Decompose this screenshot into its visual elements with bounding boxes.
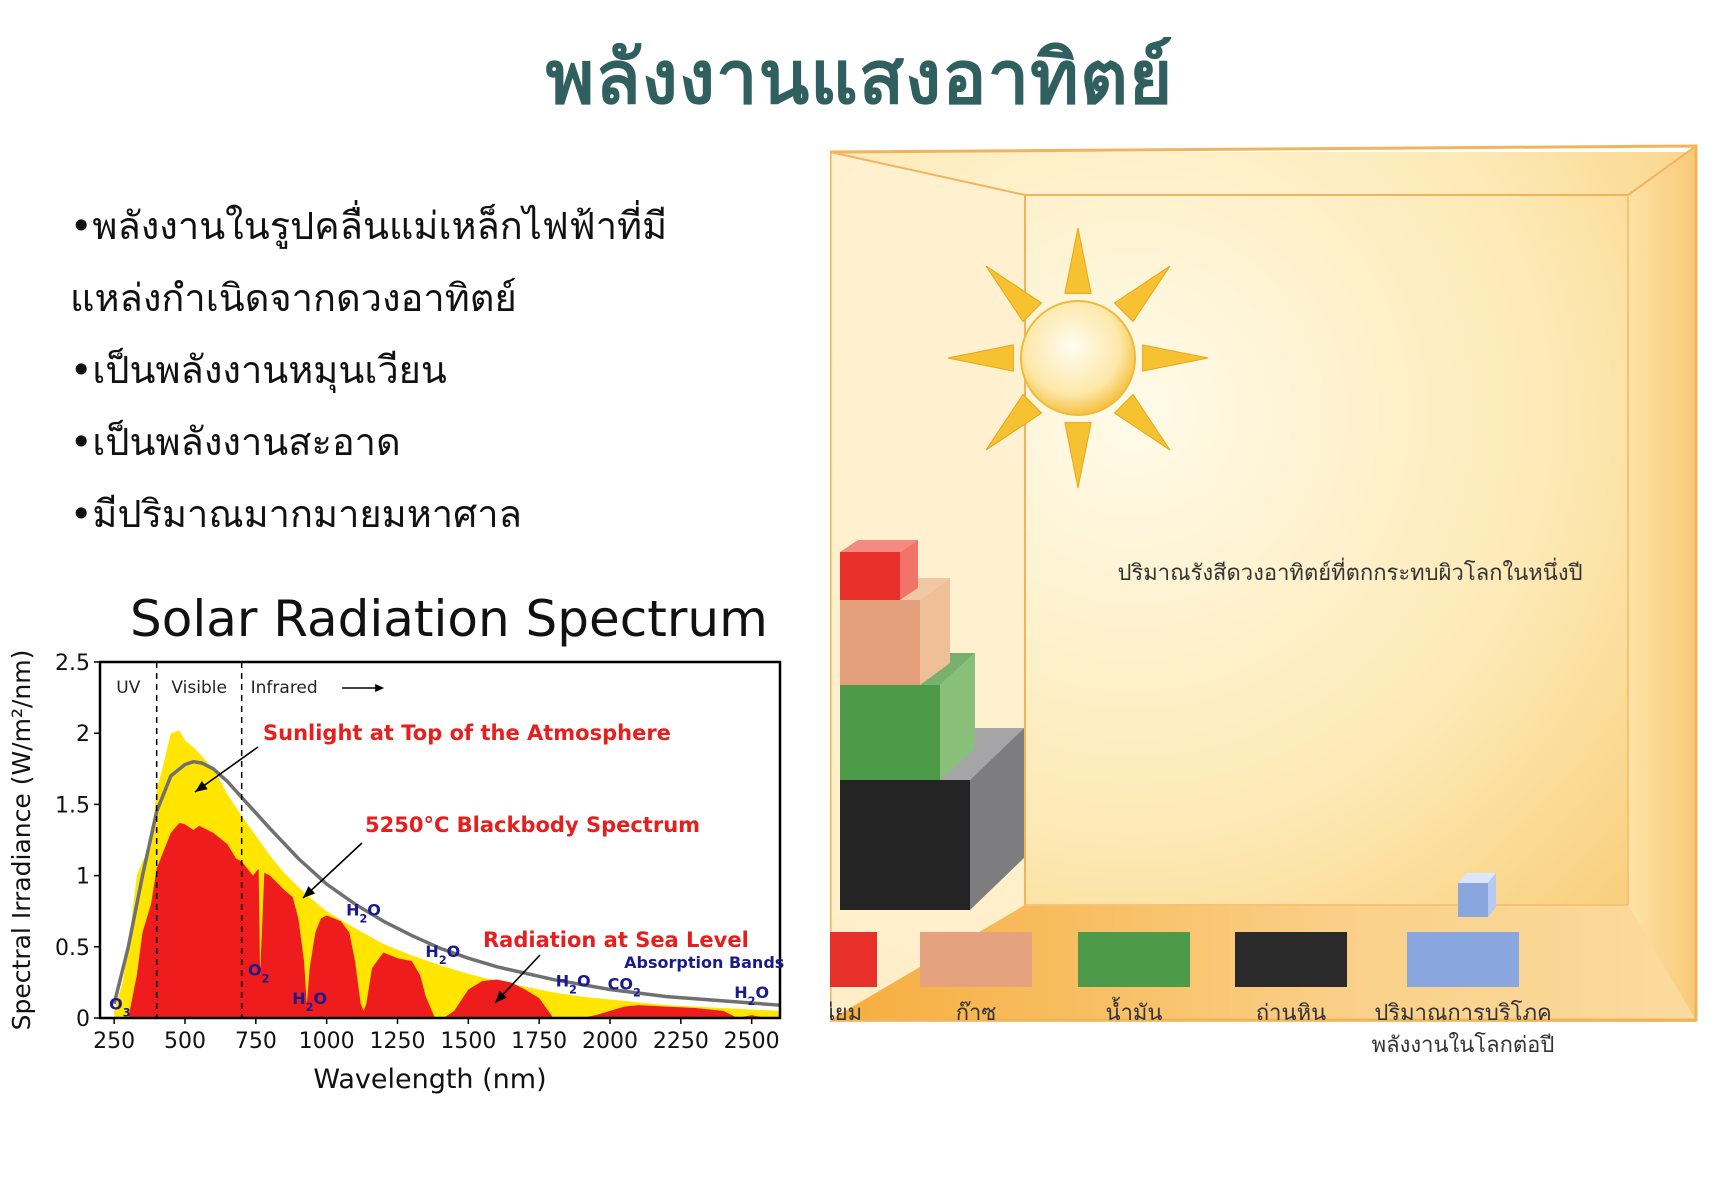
absorption-bands-label: Absorption Bands xyxy=(624,953,784,972)
legend-swatch xyxy=(920,932,1032,987)
uranium-block xyxy=(840,540,918,600)
x-tick-label: 2000 xyxy=(582,1029,638,1054)
uranium-block-front xyxy=(840,552,900,600)
legend-swatch xyxy=(1235,932,1347,987)
legend-label: ถ่านหิน xyxy=(1256,1001,1326,1026)
gas-block-front xyxy=(840,600,920,685)
x-tick-label: 1500 xyxy=(440,1029,496,1054)
sea-level-arrow-head xyxy=(495,990,507,1003)
y-tick-label: 0.5 xyxy=(55,936,90,961)
toa-arrow-head xyxy=(195,780,208,792)
bullet-4: •มีปริมาณมากมายมหาศาล xyxy=(70,492,522,536)
world-consumption-block-front xyxy=(1458,883,1488,917)
legend-swatch xyxy=(1407,932,1519,987)
sun-ray xyxy=(947,344,1014,372)
annotation-label: Sunlight at Top of the Atmosphere xyxy=(263,721,671,745)
molecule-label: H2O xyxy=(292,989,327,1014)
x-tick-label: 1000 xyxy=(299,1029,355,1054)
room-ceiling-edge xyxy=(830,145,1697,196)
region-label: UV xyxy=(116,678,140,698)
world-consumption-block xyxy=(1458,873,1496,917)
solar-spectrum-chart: UV Visible Infrared 250 500 750 1000 1250 1500 17… xyxy=(7,650,784,1095)
sea-level-area xyxy=(128,822,766,1018)
y-tick-label: 1.5 xyxy=(55,793,90,818)
sun-ray xyxy=(1113,393,1171,451)
blackbody-arrow xyxy=(302,842,363,899)
bullet-2: •เป็นพลังงานหมุนเวียน xyxy=(70,348,447,392)
y-tick-label: 0 xyxy=(76,1007,90,1032)
blackbody-arrow-head xyxy=(303,886,316,898)
bullet-list: •พลังงานในรูปคลื่นแม่เหล็กไฟฟ้าที่มี แหล… xyxy=(70,190,710,550)
bullet-3: •เป็นพลังงานสะอาด xyxy=(70,420,401,464)
legend-label: ก๊าซ xyxy=(956,1001,997,1026)
molecule-label: O2 xyxy=(248,960,269,985)
sun-disc xyxy=(1020,300,1136,416)
y-tick-label: 2 xyxy=(76,722,90,747)
molecule-label: H2O xyxy=(556,972,591,997)
sun-ray xyxy=(1142,344,1209,372)
molecule-label: H2O xyxy=(346,900,381,925)
y-tick-label: 1 xyxy=(76,865,90,890)
molecule-label: CO2 xyxy=(608,975,641,1000)
uranium-block-top xyxy=(840,540,918,552)
annotation-label: Radiation at Sea Level xyxy=(483,928,749,952)
legend-label: ยูเรเนียม xyxy=(830,1001,862,1026)
molecule-label: H2O xyxy=(734,983,769,1008)
room-right-wall xyxy=(1628,146,1696,1020)
world-consumption-block-side xyxy=(1488,873,1496,917)
x-tick-label: 1250 xyxy=(370,1029,426,1054)
x-axis-label: Wavelength (nm) xyxy=(313,1064,546,1095)
legend-swatch xyxy=(1078,932,1190,987)
blackbody-line xyxy=(112,759,781,1007)
solar-caption: ปริมาณรังสีดวงอาทิตย์ที่ตกกระทบผิวโลกในห… xyxy=(1117,557,1582,586)
oil-block-front xyxy=(840,685,940,780)
bullet-1: •พลังงานในรูปคลื่นแม่เหล็กไฟฟ้าที่มี xyxy=(70,204,668,248)
molecule-label: O3 xyxy=(109,994,130,1019)
annotation-label: 5250°C Blackbody Spectrum xyxy=(365,813,700,837)
room-frame xyxy=(830,144,1698,1022)
bullet-1-cont: แหล่งกำเนิดจากดวงอาทิตย์ xyxy=(70,276,517,320)
sun-ray xyxy=(1064,227,1092,294)
region-label: Infrared xyxy=(251,678,318,698)
sun-ray xyxy=(985,393,1043,451)
page-title: พลังงานแสงอาทิตย์ xyxy=(545,35,1174,121)
legend-label: พลังงานในโลกต่อปี xyxy=(1372,1032,1555,1058)
spectrum-chart-title: Solar Radiation Spectrum xyxy=(130,590,768,648)
x-tick-label: 2500 xyxy=(724,1029,780,1054)
molecule-label: H2O xyxy=(425,942,460,967)
coal-block-side xyxy=(970,728,1024,910)
oil-block xyxy=(840,653,975,780)
infrared-arrowhead xyxy=(375,684,385,692)
world-consumption-block-top xyxy=(1458,873,1496,883)
coal-block-front xyxy=(840,780,970,910)
x-tick-label: 500 xyxy=(164,1029,206,1054)
legend-label: ปริมาณการบริโภค xyxy=(1374,1000,1551,1026)
x-tick-label: 2250 xyxy=(653,1029,709,1054)
sun-ray xyxy=(1064,422,1092,489)
legend-swatch xyxy=(830,932,877,987)
energy-comparison-chart: ปริมาณรังสีดวงอาทิตย์ที่ตกกระทบผิวโลกในห… xyxy=(830,144,1698,1058)
gas-block-side xyxy=(920,578,950,685)
y-axis-label: Spectral Irradiance (W/m²/nm) xyxy=(7,650,36,1030)
x-tick-label: 1750 xyxy=(511,1029,567,1054)
x-tick-label: 250 xyxy=(93,1029,135,1054)
y-tick-label: 2.5 xyxy=(55,651,90,676)
x-tick-label: 750 xyxy=(235,1029,277,1054)
oil-block-side xyxy=(940,653,975,780)
legend-label: น้ำมัน xyxy=(1106,997,1163,1026)
sun-icon xyxy=(947,227,1209,489)
sun-ray xyxy=(1113,265,1171,323)
toa-arrow xyxy=(194,746,259,793)
sun-ray xyxy=(985,265,1043,323)
uranium-block-side xyxy=(900,540,918,600)
region-label: Visible xyxy=(171,678,227,698)
plot-frame xyxy=(98,660,782,1020)
